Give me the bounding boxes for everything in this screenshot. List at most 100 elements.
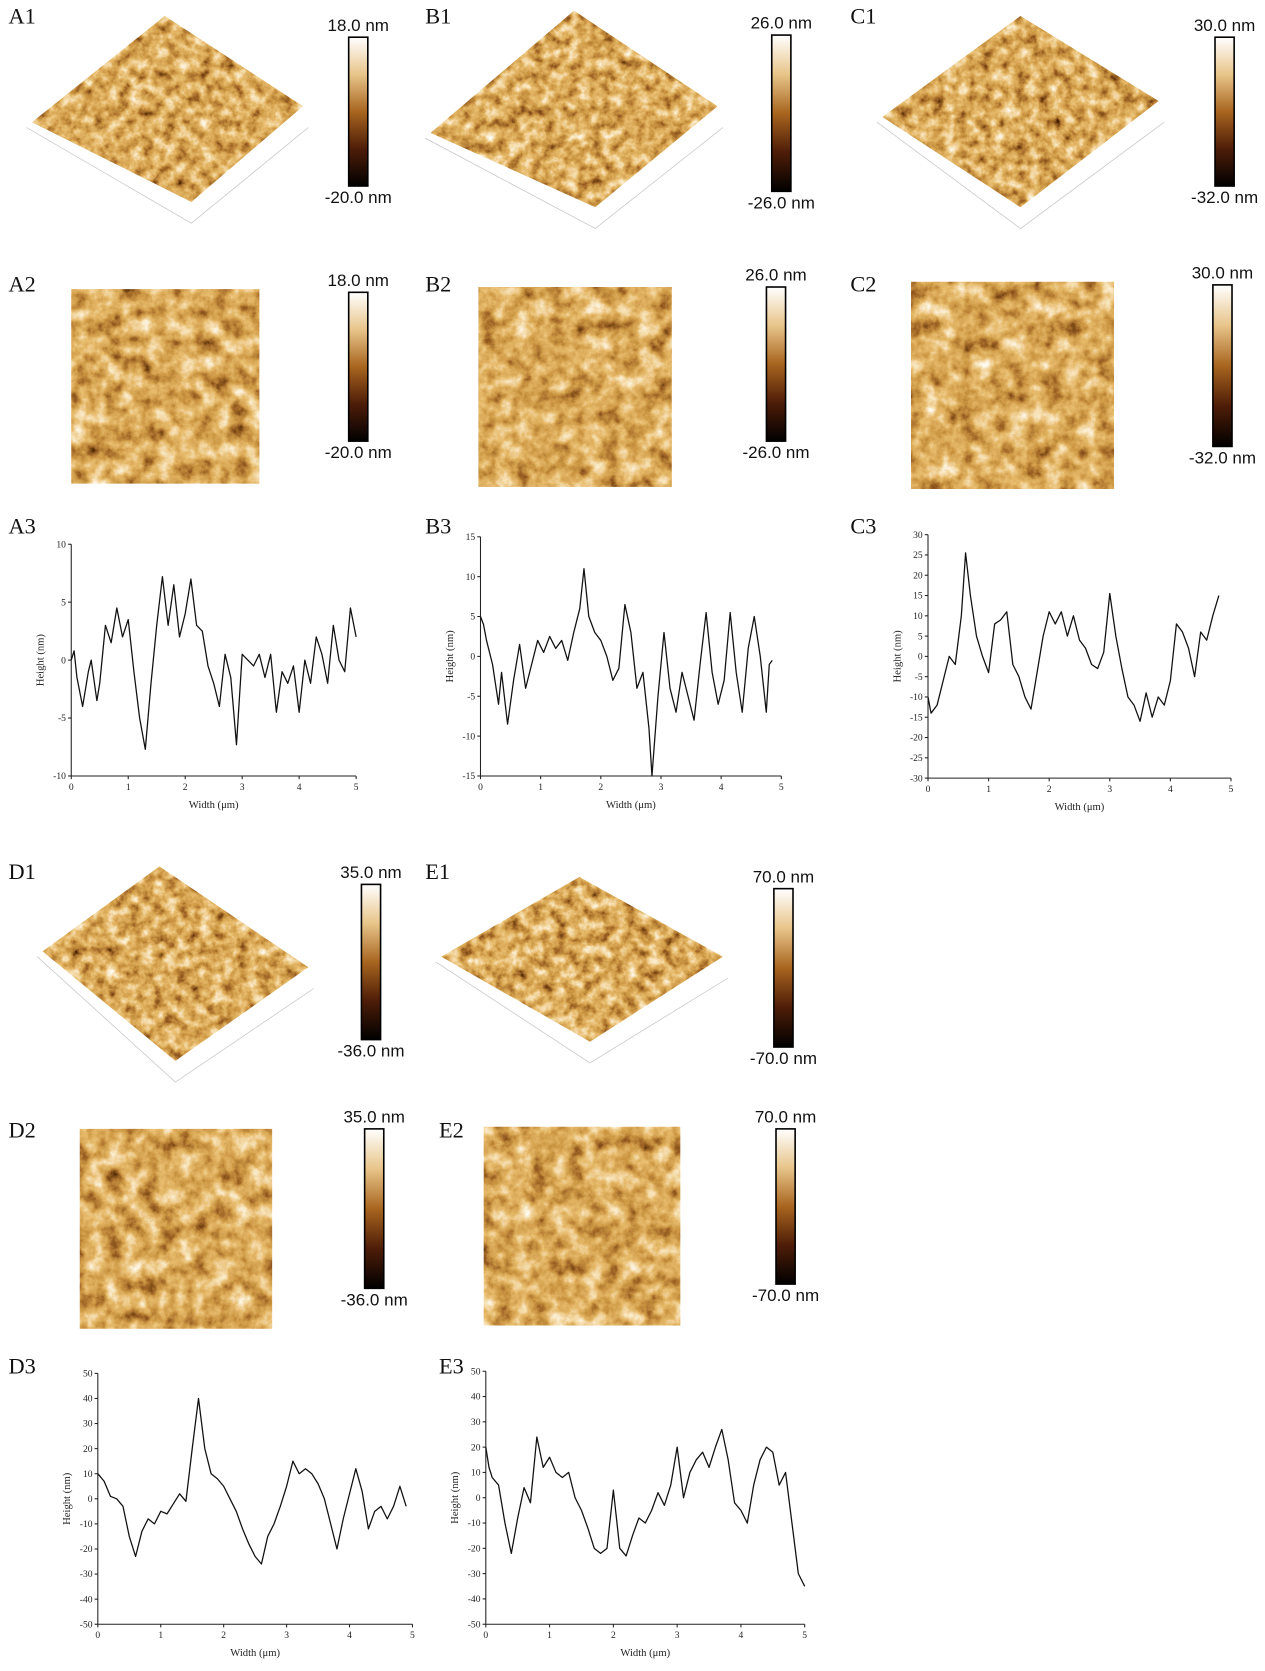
afm-3d-image bbox=[882, 15, 1159, 208]
x-tick-label: 3 bbox=[240, 782, 245, 793]
axis-frame bbox=[26, 127, 309, 224]
panel-label: E2 bbox=[439, 1117, 464, 1142]
x-tick-label: 0 bbox=[69, 782, 74, 793]
profile-line bbox=[479, 568, 773, 777]
y-tick-label: -5 bbox=[915, 672, 923, 683]
panel-label: D1 bbox=[9, 859, 36, 884]
scale-max-label: 18.0 nm bbox=[328, 271, 389, 290]
x-axis-label: Width (μm) bbox=[1055, 802, 1105, 813]
scale-min-label: -20.0 nm bbox=[325, 188, 392, 207]
afm-2d-image bbox=[71, 289, 260, 484]
y-tick-label: 0 bbox=[61, 655, 66, 666]
y-tick-label: -10 bbox=[468, 1518, 481, 1529]
x-tick-label: 3 bbox=[659, 782, 664, 793]
scale-max-label: 18.0 nm bbox=[328, 16, 389, 35]
y-tick-label: 10 bbox=[83, 1469, 93, 1480]
scale-max-label: 70.0 nm bbox=[753, 867, 814, 886]
color-scale-bar bbox=[363, 1128, 385, 1290]
scale-min-label: -20.0 nm bbox=[325, 443, 392, 462]
x-tick-label: 5 bbox=[779, 782, 784, 793]
scale-min-label: -70.0 nm bbox=[750, 1049, 817, 1068]
x-tick-label: 4 bbox=[297, 782, 302, 793]
y-tick-label: 40 bbox=[471, 1392, 481, 1403]
panel-label: D2 bbox=[9, 1117, 36, 1142]
axis-frame bbox=[425, 127, 724, 230]
y-tick-label: 20 bbox=[83, 1444, 93, 1455]
profile-line bbox=[927, 552, 1220, 722]
x-tick-label: 5 bbox=[1229, 784, 1234, 795]
x-axis-label: Width (μm) bbox=[230, 1648, 280, 1659]
panel-label: E1 bbox=[425, 859, 450, 884]
afm-2d-image bbox=[911, 281, 1115, 489]
panel-label: A1 bbox=[9, 3, 36, 28]
y-tick-label: 25 bbox=[913, 550, 923, 561]
y-tick-label: -50 bbox=[468, 1619, 481, 1630]
y-tick-label: 10 bbox=[466, 572, 476, 583]
x-axis-label: Width (μm) bbox=[620, 1648, 670, 1659]
y-tick-label: -30 bbox=[80, 1569, 93, 1580]
y-tick-label: -10 bbox=[910, 692, 923, 703]
y-tick-label: 0 bbox=[470, 652, 475, 663]
color-scale-bar bbox=[347, 36, 369, 187]
color-scale-bar bbox=[1212, 284, 1233, 448]
y-tick-label: 20 bbox=[913, 570, 923, 581]
y-tick-label: 30 bbox=[83, 1419, 93, 1430]
y-tick-label: 10 bbox=[913, 611, 923, 622]
chart-label: A3 bbox=[9, 514, 36, 539]
x-tick-label: 2 bbox=[598, 782, 603, 793]
afm-3d-image bbox=[430, 10, 718, 208]
x-tick-label: 0 bbox=[95, 1630, 100, 1641]
y-tick-label: 40 bbox=[83, 1394, 93, 1405]
axis-frame bbox=[435, 961, 729, 1064]
x-tick-label: 0 bbox=[483, 1630, 488, 1641]
afm-2d-image bbox=[79, 1128, 273, 1329]
scale-min-label: -32.0 nm bbox=[1189, 448, 1256, 467]
x-tick-label: 5 bbox=[802, 1630, 807, 1641]
x-tick-label: 2 bbox=[611, 1630, 616, 1641]
chart-label: D3 bbox=[9, 1353, 36, 1378]
scale-min-label: -70.0 nm bbox=[752, 1286, 819, 1305]
x-tick-label: 1 bbox=[158, 1630, 163, 1641]
x-tick-label: 2 bbox=[183, 782, 188, 793]
y-tick-label: 10 bbox=[471, 1468, 481, 1479]
y-tick-label: 20 bbox=[471, 1442, 481, 1453]
y-axis-label: Height (nm) bbox=[450, 1471, 461, 1524]
x-tick-label: 3 bbox=[284, 1630, 289, 1641]
afm-2d-image bbox=[478, 287, 672, 487]
y-tick-label: 30 bbox=[913, 530, 923, 541]
y-tick-label: -25 bbox=[910, 753, 923, 764]
x-axis-label: Width (μm) bbox=[606, 800, 656, 811]
x-tick-label: 0 bbox=[926, 784, 931, 795]
y-tick-label: 15 bbox=[913, 591, 923, 602]
y-tick-label: -40 bbox=[80, 1594, 93, 1605]
color-scale-bar bbox=[775, 1128, 796, 1285]
y-tick-label: -20 bbox=[468, 1544, 481, 1555]
panel-label: B1 bbox=[425, 3, 451, 28]
y-tick-label: -50 bbox=[80, 1619, 93, 1630]
x-tick-label: 4 bbox=[347, 1630, 352, 1641]
y-tick-label: -5 bbox=[467, 691, 475, 702]
scale-max-label: 30.0 nm bbox=[1194, 16, 1255, 35]
x-tick-label: 1 bbox=[986, 784, 991, 795]
axis-frame bbox=[36, 956, 314, 1083]
scale-max-label: 30.0 nm bbox=[1192, 264, 1253, 283]
y-tick-label: 50 bbox=[83, 1369, 93, 1380]
panel-label: B2 bbox=[425, 271, 451, 296]
chart-label: E3 bbox=[439, 1353, 464, 1378]
x-tick-label: 2 bbox=[221, 1630, 226, 1641]
color-scale-bar bbox=[770, 34, 792, 193]
panel-label: C1 bbox=[850, 3, 876, 28]
y-tick-label: -15 bbox=[910, 712, 923, 723]
panel-label: C2 bbox=[850, 271, 876, 296]
y-tick-label: 0 bbox=[88, 1494, 93, 1505]
chart-label: B3 bbox=[425, 514, 451, 539]
y-tick-label: 15 bbox=[466, 532, 476, 543]
y-tick-label: 0 bbox=[918, 652, 923, 663]
y-tick-label: -5 bbox=[58, 713, 66, 724]
x-tick-label: 3 bbox=[675, 1630, 680, 1641]
panel-label: A2 bbox=[9, 271, 36, 296]
x-tick-label: 5 bbox=[354, 782, 359, 793]
scale-min-label: -26.0 nm bbox=[742, 443, 809, 462]
scale-max-label: 26.0 nm bbox=[745, 266, 806, 285]
chart-label: C3 bbox=[850, 514, 876, 539]
